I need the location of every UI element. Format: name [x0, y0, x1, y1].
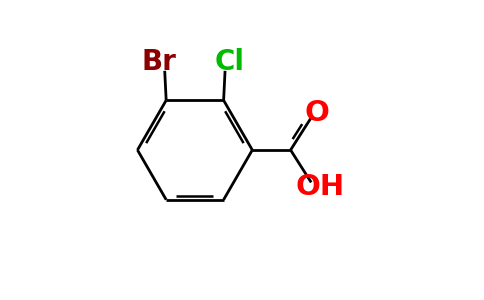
Text: Cl: Cl [214, 48, 244, 76]
Text: O: O [304, 99, 330, 127]
Text: Br: Br [141, 48, 176, 76]
Text: OH: OH [295, 173, 345, 201]
